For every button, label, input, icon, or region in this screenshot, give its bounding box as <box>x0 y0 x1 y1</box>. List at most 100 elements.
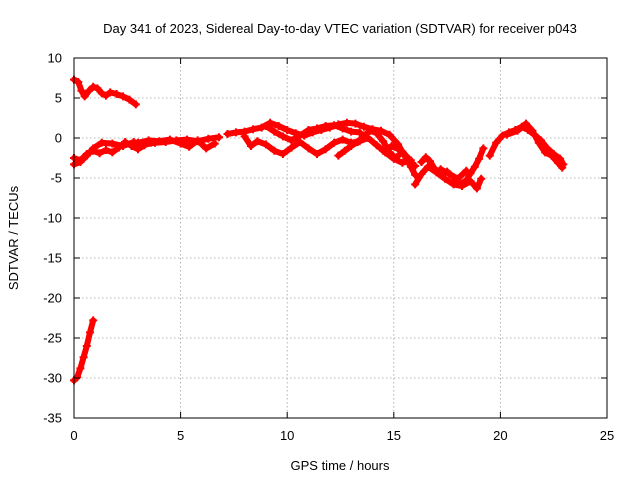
data-point <box>396 146 405 154</box>
grid <box>74 58 607 418</box>
data-point <box>101 91 110 100</box>
data-point <box>223 130 232 138</box>
data-point <box>313 150 322 158</box>
data-point <box>106 88 115 97</box>
data-point <box>133 138 142 147</box>
data-point <box>119 92 128 101</box>
series-15 <box>502 119 567 172</box>
plot-frame <box>73 57 608 419</box>
data-point <box>426 157 435 166</box>
data-point <box>321 122 330 130</box>
data-point <box>330 121 339 130</box>
series-8 <box>261 121 364 145</box>
data-point <box>240 132 249 141</box>
y-tick-label: -35 <box>43 411 62 426</box>
series-track <box>437 166 470 182</box>
data-point <box>485 151 494 160</box>
data-point <box>76 364 85 373</box>
data-point <box>89 82 98 91</box>
data-point <box>82 342 91 350</box>
y-axis-label: SDTVAR / TECUs <box>6 185 21 290</box>
data-point <box>112 90 121 98</box>
data-point <box>338 135 347 144</box>
data-point <box>114 143 123 152</box>
data-point <box>144 136 153 145</box>
y-tick-label: -15 <box>43 251 62 266</box>
data-point <box>283 126 292 134</box>
data-point <box>398 158 407 167</box>
data-point <box>449 180 458 189</box>
data-point <box>76 156 85 165</box>
data-point <box>338 124 347 133</box>
chart-title: Day 341 of 2023, Sidereal Day-to-day VTE… <box>103 21 577 36</box>
data-point <box>108 139 117 148</box>
data-point <box>541 148 550 157</box>
data-point <box>404 156 413 165</box>
data-point <box>417 158 426 166</box>
data-point <box>287 136 296 145</box>
data-point <box>204 134 213 143</box>
data-point <box>261 140 270 149</box>
data-point <box>479 144 488 153</box>
data-point <box>165 135 174 144</box>
series-4 <box>70 138 155 165</box>
data-point <box>97 89 106 98</box>
data-point <box>108 148 117 157</box>
data-point <box>547 151 556 160</box>
data-point <box>97 138 106 147</box>
data-point <box>304 144 313 153</box>
data-point <box>185 142 194 151</box>
data-point <box>155 137 164 146</box>
data-point <box>89 316 98 325</box>
data-point <box>89 146 98 155</box>
data-point <box>379 137 388 146</box>
data-point <box>475 154 484 163</box>
data-point <box>74 78 83 86</box>
data-point <box>432 168 441 177</box>
data-point <box>553 158 562 167</box>
x-tick-label: 15 <box>387 428 401 443</box>
data-point <box>502 130 511 139</box>
data-point <box>232 128 241 137</box>
data-point <box>558 163 567 172</box>
data-point <box>347 127 356 136</box>
data-point <box>366 126 375 135</box>
data-point <box>347 142 356 150</box>
data-point <box>77 86 86 95</box>
y-tick-label: 0 <box>55 131 62 146</box>
data-point <box>261 122 270 130</box>
data-point <box>353 138 362 146</box>
series-13 <box>436 165 471 183</box>
axis-ticks <box>73 57 608 419</box>
data-point <box>73 373 82 382</box>
data-point <box>85 328 94 337</box>
data-point <box>340 146 349 155</box>
y-tick-labels: -35 -30 -25 -20 -15 -10 -5 0 5 10 <box>43 51 62 426</box>
series-12 <box>411 162 486 193</box>
x-tick-labels: 0 5 10 15 20 25 <box>70 428 614 443</box>
data-point <box>385 130 394 139</box>
data-point <box>534 138 543 147</box>
data-point <box>131 100 140 109</box>
x-tick-label: 20 <box>493 428 507 443</box>
data-point <box>274 122 283 130</box>
data-point <box>351 119 360 128</box>
data-point <box>470 162 479 171</box>
data-point <box>278 150 287 158</box>
data-point <box>359 131 368 140</box>
y-tick-label: -5 <box>50 171 62 186</box>
data-point <box>423 162 432 171</box>
data-point <box>440 174 449 183</box>
data-point <box>436 165 445 174</box>
data-point <box>513 126 522 135</box>
data-point <box>417 170 426 178</box>
y-tick-label: -20 <box>43 291 62 306</box>
data-point <box>372 141 381 150</box>
data-point <box>411 180 420 189</box>
x-tick-label: 0 <box>70 428 77 443</box>
data-point <box>462 166 471 175</box>
data-point <box>411 162 420 170</box>
data-point <box>334 151 343 160</box>
y-tick-label: -10 <box>43 211 62 226</box>
